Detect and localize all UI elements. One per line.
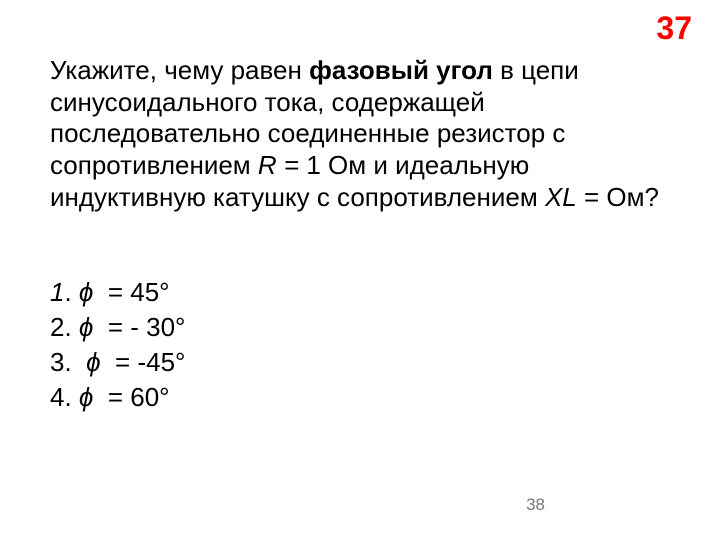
answer-phi: ϕ (86, 347, 100, 377)
answer-phi: ϕ (79, 382, 93, 412)
slide-number-top: 37 (656, 10, 692, 47)
answer-sep: . (64, 382, 78, 412)
question-prefix: Укажите, чему равен (50, 55, 309, 85)
answer-sep: . (64, 312, 78, 342)
answer-option: 4. ϕ = 60° (50, 380, 185, 415)
question-bold-term: фазовый угол (309, 55, 493, 85)
question-tail: = Ом? (577, 182, 659, 212)
page-number-bottom: 38 (526, 495, 545, 515)
answer-rest: = - 30° (93, 312, 185, 342)
answer-num: 1 (50, 277, 64, 307)
answers-list: 1. ϕ = 45° 2. ϕ = - 30° 3. ϕ = -45° 4. ϕ… (50, 275, 185, 415)
answer-num: 4 (50, 382, 64, 412)
answer-num: 3 (50, 347, 64, 377)
answer-option: 1. ϕ = 45° (50, 275, 185, 310)
answer-rest: = -45° (101, 347, 186, 377)
answer-option: 3. ϕ = -45° (50, 345, 185, 380)
answer-sep: . (64, 277, 78, 307)
answer-num: 2 (50, 312, 64, 342)
answer-phi: ϕ (79, 312, 93, 342)
answer-option: 2. ϕ = - 30° (50, 310, 185, 345)
answer-rest: = 45° (93, 277, 169, 307)
question-r: R = (258, 150, 299, 180)
answer-sep: . (64, 347, 86, 377)
question-xl: XL (545, 182, 577, 212)
slide-number-top-text: 37 (656, 10, 692, 46)
answer-phi: ϕ (79, 277, 93, 307)
answer-rest: = 60° (93, 382, 169, 412)
page-number-bottom-text: 38 (526, 495, 545, 514)
question-text: Укажите, чему равен фазовый угол в цепи … (50, 55, 670, 214)
